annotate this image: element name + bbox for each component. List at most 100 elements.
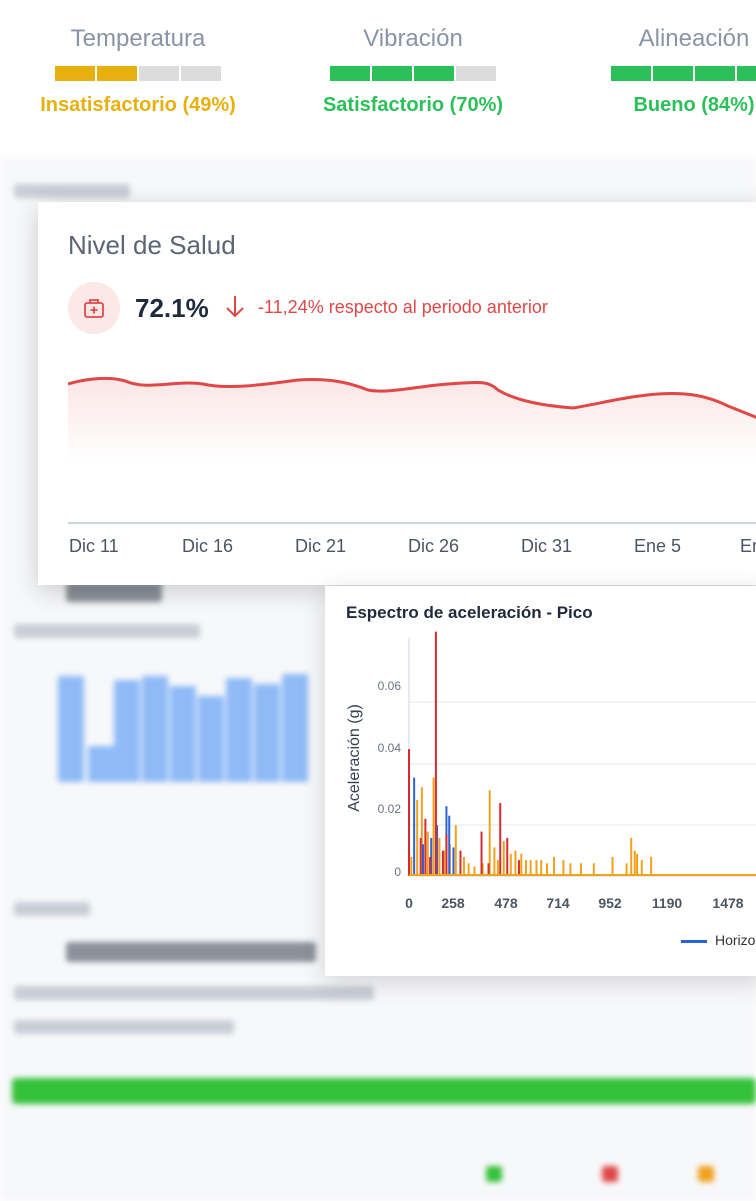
spectrum-title: Espectro de aceleración - Pico: [346, 603, 593, 622]
level-segment: [695, 66, 735, 81]
blurred-value: [66, 582, 162, 602]
legend-line-swatch: [681, 939, 707, 943]
x-tick-label: Dic 21: [295, 536, 347, 556]
blurred-bar: [198, 696, 224, 782]
blurred-label: [14, 902, 90, 916]
spectrum-bar-axial: [416, 799, 419, 876]
metric-temperature[interactable]: Temperatura Insatisfactorio (49%): [23, 24, 253, 117]
spectrum-bar-vertical: [445, 834, 448, 876]
health-line-chart[interactable]: [68, 362, 756, 542]
spectrum-bar-horizontal: [430, 837, 433, 876]
level-segment: [139, 66, 179, 81]
x-tick-label: Dic 26: [408, 536, 460, 556]
spectrum-bar-axial: [569, 863, 572, 876]
blurred-label: [14, 986, 374, 1000]
level-segment: [372, 66, 412, 81]
spectrum-bar-axial: [502, 841, 505, 876]
blurred-bar: [226, 678, 252, 782]
metric-vibration[interactable]: Vibración Satisfactorio (70%): [298, 24, 528, 117]
spectrum-bar-axial: [493, 847, 496, 876]
blurred-bar: [170, 686, 196, 782]
y-axis-label: Aceleración (g): [346, 704, 363, 812]
x-tick-label: 0: [405, 895, 413, 911]
blurred-bar: [142, 676, 168, 782]
metric-alignment[interactable]: Alineación Bueno (84%): [574, 24, 756, 117]
spectrum-bar-axial: [611, 856, 614, 876]
level-segment: [97, 66, 137, 81]
metric-title: Temperatura: [70, 25, 206, 52]
health-series-line: [68, 376, 756, 419]
spectrum-bar-vertical: [487, 863, 490, 876]
spectrum-bar-axial: [524, 860, 527, 876]
blurred-bar: [58, 676, 84, 782]
spectrum-bar-vertical: [459, 850, 462, 876]
spectrum-bar-axial: [488, 790, 491, 876]
health-title: Nivel de Salud: [68, 230, 236, 260]
y-tick-label: 0: [394, 865, 401, 879]
level-segment: [737, 66, 756, 81]
spectrum-bar-vertical: [429, 856, 432, 876]
blurred-bar: [88, 746, 114, 782]
spectrum-bar-axial: [520, 853, 523, 876]
spectrum-bar-axial: [630, 837, 633, 876]
spectrum-bar-axial: [438, 837, 441, 876]
spectrum-bar-axial: [529, 860, 532, 876]
spectrum-bar-axial: [540, 860, 543, 876]
spectrum-bar-axial: [636, 853, 639, 876]
metric-level-bars: [298, 66, 528, 82]
spectrum-bar-vertical: [517, 860, 520, 876]
spectrum-bars: [408, 631, 756, 876]
health-card[interactable]: Nivel de Salud 72.1% -11,24% respecto al…: [38, 202, 756, 585]
level-segment: [55, 66, 95, 81]
spectrum-bar-axial: [650, 856, 653, 876]
metric-level-bars: [574, 66, 756, 82]
spectrum-bar-axial: [432, 777, 435, 876]
spectrum-bar-vertical: [441, 850, 444, 876]
metric-status: Bueno (84%): [633, 94, 755, 116]
x-tick-label: 478: [494, 895, 518, 911]
spectrum-bar-axial: [592, 863, 595, 876]
health-kit-icon: [68, 282, 120, 334]
x-tick-label: 1478: [712, 895, 743, 911]
spectrum-legend[interactable]: Horizo: [681, 932, 755, 948]
spectrum-bar-axial: [462, 856, 465, 876]
spectrum-bar-vertical: [499, 803, 502, 876]
spectrum-bar-axial: [579, 863, 582, 876]
y-tick-label: 0.02: [378, 802, 402, 816]
spectrum-bar-axial: [454, 825, 457, 876]
metric-status: Satisfactorio (70%): [322, 94, 504, 116]
metric-title: Alineación: [638, 25, 750, 52]
health-value: 72.1%: [135, 293, 209, 323]
y-tick-label: 0.04: [378, 741, 402, 755]
x-tick-label: Dic 31: [521, 536, 573, 556]
level-segment: [456, 66, 496, 81]
blurred-bar: [114, 680, 140, 782]
spectrum-bar-axial: [640, 860, 643, 876]
x-tick-label: 952: [598, 895, 622, 911]
spectrum-bar-axial: [481, 863, 484, 876]
spectrum-bar-axial: [514, 850, 517, 876]
spectrum-bar-axial: [443, 850, 446, 876]
x-tick-label: 258: [441, 895, 465, 911]
blurred-bar: [254, 684, 280, 782]
spectrum-bar-horizontal: [422, 844, 425, 876]
spectrum-bar-chart[interactable]: 0 0.02 0.04 0.06 Aceleración (g) 0 258 4…: [325, 586, 756, 976]
metrics-strip: Temperatura Insatisfactorio (49%) Vibrac…: [0, 0, 756, 158]
level-segment: [330, 66, 370, 81]
spectrum-bar-axial: [535, 860, 538, 876]
health-kit-icon-glyph: [84, 299, 104, 318]
spectrum-bar-horizontal: [448, 815, 451, 876]
x-tick-label: Ene 5: [634, 536, 682, 556]
blurred-legend-dot: [602, 1166, 618, 1182]
spectrum-bar-axial: [426, 831, 429, 876]
spectrum-bar-horizontal: [436, 825, 439, 876]
blurred-value: [66, 942, 316, 962]
spectrum-card[interactable]: Espectro de aceleración - Pico 0 0.02 0.…: [325, 586, 756, 976]
blurred-legend-dot: [698, 1166, 714, 1182]
x-tick-label: 714: [546, 895, 570, 911]
spectrum-bar-horizontal: [413, 777, 416, 876]
spectrum-bar-axial: [467, 863, 470, 876]
spectrum-bar-vertical: [424, 818, 427, 876]
spectrum-bar-axial: [420, 787, 423, 876]
level-segment: [181, 66, 221, 81]
